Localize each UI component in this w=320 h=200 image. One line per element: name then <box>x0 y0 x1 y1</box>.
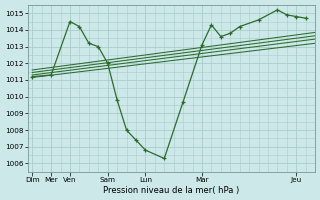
X-axis label: Pression niveau de la mer( hPa ): Pression niveau de la mer( hPa ) <box>103 186 239 195</box>
